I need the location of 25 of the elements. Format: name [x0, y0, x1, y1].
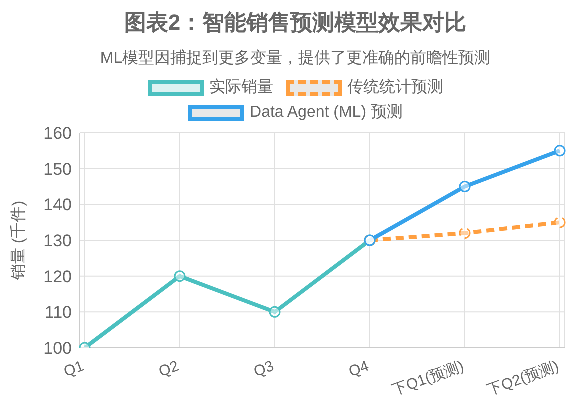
y-tick-label: 130 [44, 232, 72, 251]
point [554, 145, 566, 157]
x-tick-label: Q1 [62, 358, 86, 381]
point [174, 270, 186, 282]
y-tick-label: 140 [44, 196, 72, 215]
y-axis-title: 销量 (千件) [10, 200, 28, 282]
y-tick-label: 120 [44, 267, 72, 286]
legend-label: 传统统计预测 [348, 78, 444, 98]
legend-label: Data Agent (ML) 预测 [250, 103, 403, 123]
y-tick-label: 160 [44, 124, 72, 144]
y-tick-label: 150 [44, 160, 72, 179]
legend-label: 实际销量 [210, 78, 274, 98]
point [269, 306, 281, 318]
point [459, 181, 471, 192]
point [554, 216, 566, 228]
point [459, 228, 471, 240]
x-tick-label: 下Q1(预测) [390, 358, 466, 400]
x-tick-label: 下Q2(预测) [485, 358, 562, 400]
x-tick-label: Q4 [346, 358, 372, 381]
y-tick-label: 100 [44, 339, 72, 358]
y-tick-label: 110 [44, 303, 72, 322]
x-tick-label: Q3 [252, 358, 276, 381]
x-tick-label: Q2 [156, 358, 182, 381]
chart-title: 图表2：智能销售预测模型效果对比 [123, 9, 468, 37]
chart-subtitle: ML模型因捕捉到更多变量，提供了更准确的前瞻性预测 [99, 48, 492, 69]
